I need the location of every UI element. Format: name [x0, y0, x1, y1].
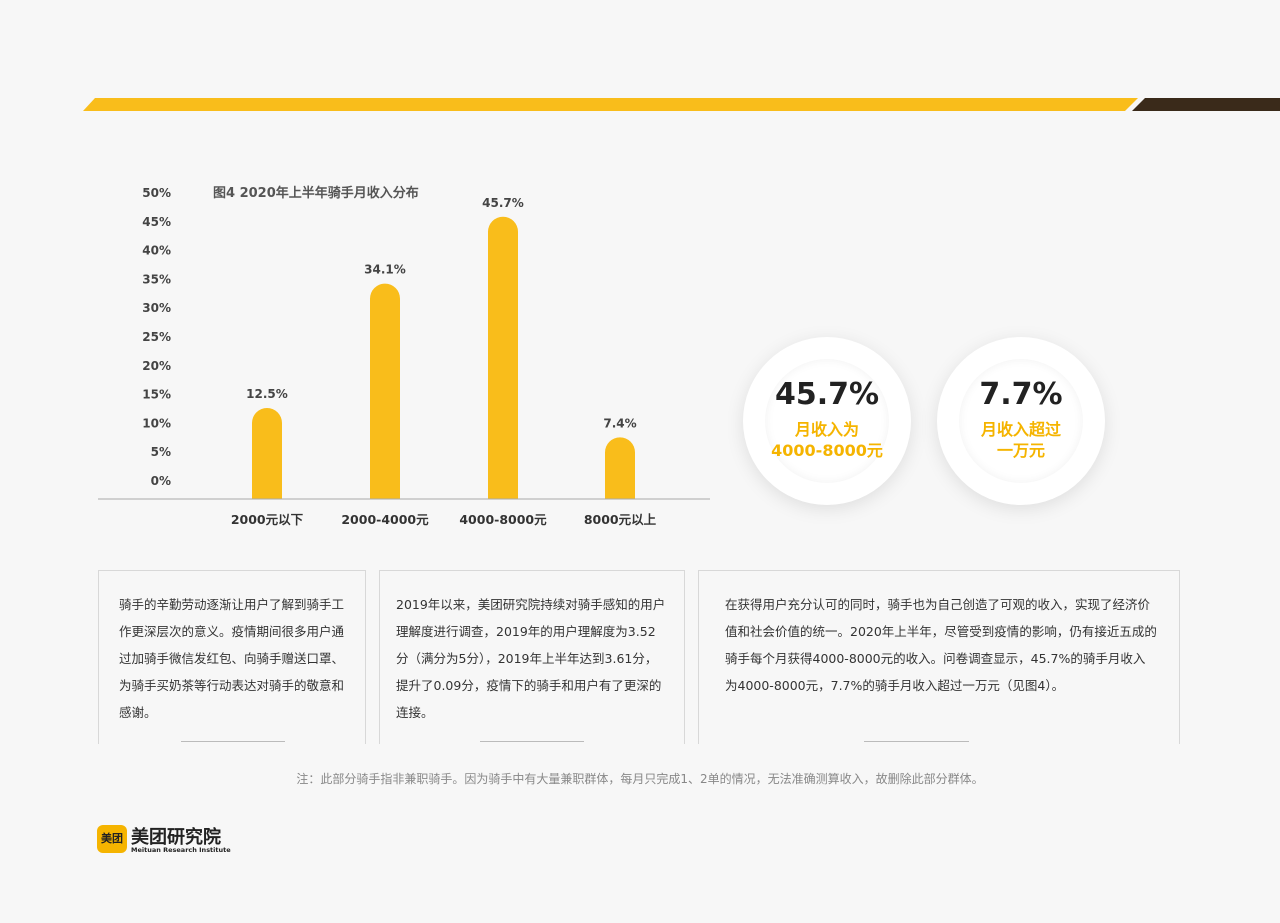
bar — [252, 408, 282, 507]
divider — [181, 741, 285, 742]
bar — [370, 283, 400, 507]
paragraph: 2019年以来，美团研究院持续对骑手感知的用户理解度进行调查，2019年的用户理… — [396, 597, 666, 720]
yellow-band — [83, 98, 1138, 111]
data-label: 45.7% — [482, 196, 524, 210]
y-tick-label: 10% — [142, 416, 171, 430]
bar-chart: 0% 5% 10% 15% 20% 25% 30% 35% 40% 45% 50% 12.5% 34.1… — [98, 186, 710, 527]
y-tick-label: 25% — [142, 330, 171, 344]
chart-title: 图4 2020年上半年骑手月收入分布 — [213, 186, 419, 201]
text-box-2: 2019年以来，美团研究院持续对骑手感知的用户理解度进行调查，2019年的用户理… — [379, 570, 685, 744]
divider — [480, 741, 584, 742]
text-box-3: 在获得用户充分认可的同时，骑手也为自己创造了可观的收入，实现了经济价值和社会价值… — [698, 570, 1180, 744]
data-label: 7.4% — [603, 416, 636, 430]
y-tick-label: 0% — [151, 474, 171, 488]
x-tick-label: 2000-4000元 — [341, 512, 429, 527]
bar — [488, 216, 518, 507]
bar-base — [252, 485, 282, 499]
logo-mark: 美团 — [97, 825, 127, 853]
highlight-label-line1: 月收入超过 — [980, 420, 1061, 439]
highlight-value: 45.7% — [774, 377, 880, 412]
header-band — [83, 98, 1280, 111]
highlight-circle-1: 45.7% 月收入为 4000-8000元 — [743, 337, 911, 505]
y-tick-label: 5% — [151, 445, 171, 459]
bar-base — [488, 485, 518, 499]
footnote: 注：此部分骑手指非兼职骑手。因为骑手中有大量兼职群体，每月只完成1、2单的情况，… — [296, 772, 984, 786]
logo-name-cn: 美团研究院 — [131, 827, 221, 848]
x-tick-label: 8000元以上 — [584, 512, 657, 527]
data-label: 34.1% — [364, 263, 406, 277]
highlight-label-line1: 月收入为 — [794, 420, 859, 439]
dark-band — [1132, 98, 1280, 111]
y-tick-label: 30% — [142, 301, 171, 315]
bar-base — [605, 485, 635, 499]
bar-base — [370, 485, 400, 499]
x-tick-label: 4000-8000元 — [459, 512, 547, 527]
highlight-label-line2: 一万元 — [996, 441, 1045, 460]
y-tick-label: 35% — [142, 272, 171, 286]
divider — [864, 741, 969, 742]
y-tick-label: 20% — [142, 359, 171, 373]
data-label: 12.5% — [246, 387, 288, 401]
y-tick-label: 15% — [142, 388, 171, 402]
highlight-label-line2: 4000-8000元 — [771, 441, 883, 460]
logo-name-en: Meituan Research Institute — [131, 846, 231, 854]
y-tick-label: 45% — [142, 215, 171, 229]
highlight-value: 7.7% — [979, 377, 1063, 412]
y-tick-label: 40% — [142, 244, 171, 258]
text-box-1: 骑手的辛勤劳动逐渐让用户了解到骑手工作更深层次的意义。疫情期间很多用户通过加骑手… — [98, 570, 366, 744]
x-tick-label: 2000元以下 — [231, 512, 304, 527]
axis-mask — [98, 499, 710, 514]
highlight-circle-2: 7.7% 月收入超过 一万元 — [937, 337, 1105, 505]
y-tick-label: 50% — [142, 186, 171, 200]
paragraph: 在获得用户充分认可的同时，骑手也为自己创造了可观的收入，实现了经济价值和社会价值… — [725, 597, 1157, 693]
paragraph: 骑手的辛勤劳动逐渐让用户了解到骑手工作更深层次的意义。疫情期间很多用户通过加骑手… — [119, 597, 345, 720]
